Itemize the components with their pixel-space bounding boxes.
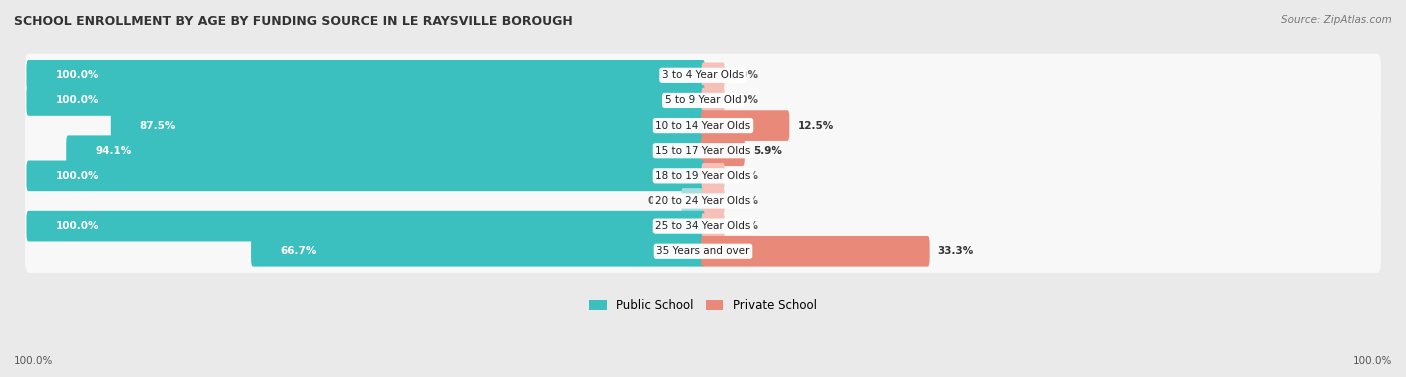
Text: SCHOOL ENROLLMENT BY AGE BY FUNDING SOURCE IN LE RAYSVILLE BOROUGH: SCHOOL ENROLLMENT BY AGE BY FUNDING SOUR… — [14, 15, 572, 28]
Text: 3 to 4 Year Olds: 3 to 4 Year Olds — [662, 70, 744, 80]
Text: Source: ZipAtlas.com: Source: ZipAtlas.com — [1281, 15, 1392, 25]
FancyBboxPatch shape — [27, 60, 704, 90]
FancyBboxPatch shape — [25, 104, 1381, 147]
FancyBboxPatch shape — [25, 154, 1381, 198]
FancyBboxPatch shape — [25, 129, 1381, 172]
FancyBboxPatch shape — [27, 161, 704, 191]
Text: 0.0%: 0.0% — [730, 171, 759, 181]
FancyBboxPatch shape — [25, 179, 1381, 222]
Text: 66.7%: 66.7% — [280, 246, 316, 256]
FancyBboxPatch shape — [702, 135, 745, 166]
Text: 0.0%: 0.0% — [730, 221, 759, 231]
Text: 12.5%: 12.5% — [797, 121, 834, 130]
FancyBboxPatch shape — [252, 236, 704, 267]
Text: 100.0%: 100.0% — [55, 221, 98, 231]
Text: 100.0%: 100.0% — [55, 171, 98, 181]
FancyBboxPatch shape — [27, 85, 704, 116]
Text: 10 to 14 Year Olds: 10 to 14 Year Olds — [655, 121, 751, 130]
FancyBboxPatch shape — [66, 135, 704, 166]
FancyBboxPatch shape — [27, 211, 704, 241]
Text: 35 Years and over: 35 Years and over — [657, 246, 749, 256]
Text: 0.0%: 0.0% — [730, 70, 759, 80]
FancyBboxPatch shape — [702, 110, 789, 141]
Text: 33.3%: 33.3% — [938, 246, 974, 256]
Text: 5 to 9 Year Old: 5 to 9 Year Old — [665, 95, 741, 106]
Text: 5.9%: 5.9% — [754, 146, 782, 156]
FancyBboxPatch shape — [25, 54, 1381, 97]
FancyBboxPatch shape — [702, 63, 724, 88]
Text: 100.0%: 100.0% — [14, 356, 53, 366]
FancyBboxPatch shape — [111, 110, 704, 141]
Text: 25 to 34 Year Olds: 25 to 34 Year Olds — [655, 221, 751, 231]
FancyBboxPatch shape — [25, 204, 1381, 248]
Text: 0.0%: 0.0% — [730, 95, 759, 106]
Text: 15 to 17 Year Olds: 15 to 17 Year Olds — [655, 146, 751, 156]
Text: 100.0%: 100.0% — [55, 70, 98, 80]
FancyBboxPatch shape — [702, 163, 724, 188]
Text: 20 to 24 Year Olds: 20 to 24 Year Olds — [655, 196, 751, 206]
FancyBboxPatch shape — [702, 87, 724, 113]
FancyBboxPatch shape — [702, 213, 724, 239]
Text: 100.0%: 100.0% — [55, 95, 98, 106]
Legend: Public School, Private School: Public School, Private School — [585, 294, 821, 317]
Text: 0.0%: 0.0% — [647, 196, 676, 206]
Text: 100.0%: 100.0% — [1353, 356, 1392, 366]
Text: 94.1%: 94.1% — [96, 146, 132, 156]
FancyBboxPatch shape — [25, 79, 1381, 122]
Text: 18 to 19 Year Olds: 18 to 19 Year Olds — [655, 171, 751, 181]
FancyBboxPatch shape — [702, 188, 724, 214]
Text: 87.5%: 87.5% — [139, 121, 176, 130]
FancyBboxPatch shape — [25, 230, 1381, 273]
FancyBboxPatch shape — [702, 236, 929, 267]
FancyBboxPatch shape — [682, 188, 704, 214]
Text: 0.0%: 0.0% — [730, 196, 759, 206]
